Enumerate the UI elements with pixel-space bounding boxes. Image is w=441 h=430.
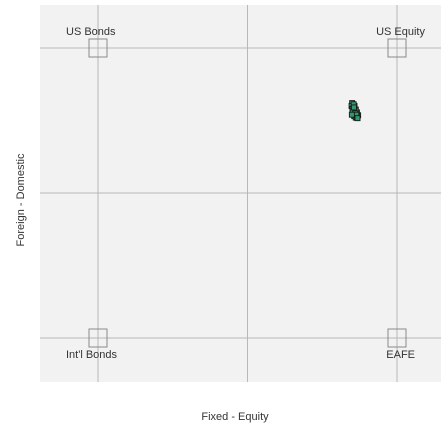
- corner-label-us-bonds: US Bonds: [66, 26, 116, 38]
- x-axis-label: Fixed - Equity: [201, 411, 269, 423]
- anchor-box-3: [387, 328, 407, 348]
- corner-label-intl-bonds: Int'l Bonds: [66, 349, 118, 361]
- corner-label-eafe: EAFE: [386, 349, 415, 361]
- anchor-box-2: [88, 328, 108, 348]
- data-point: [354, 115, 361, 122]
- anchor-boxes: [88, 38, 407, 348]
- anchor-box-1: [387, 38, 407, 58]
- y-axis-label: Foreign - Domestic: [15, 153, 27, 246]
- data-point: [348, 111, 355, 118]
- anchor-box-0: [88, 38, 108, 58]
- data-point: [350, 104, 357, 111]
- data-points: [348, 100, 362, 122]
- corner-label-us-equity: US Equity: [376, 26, 425, 38]
